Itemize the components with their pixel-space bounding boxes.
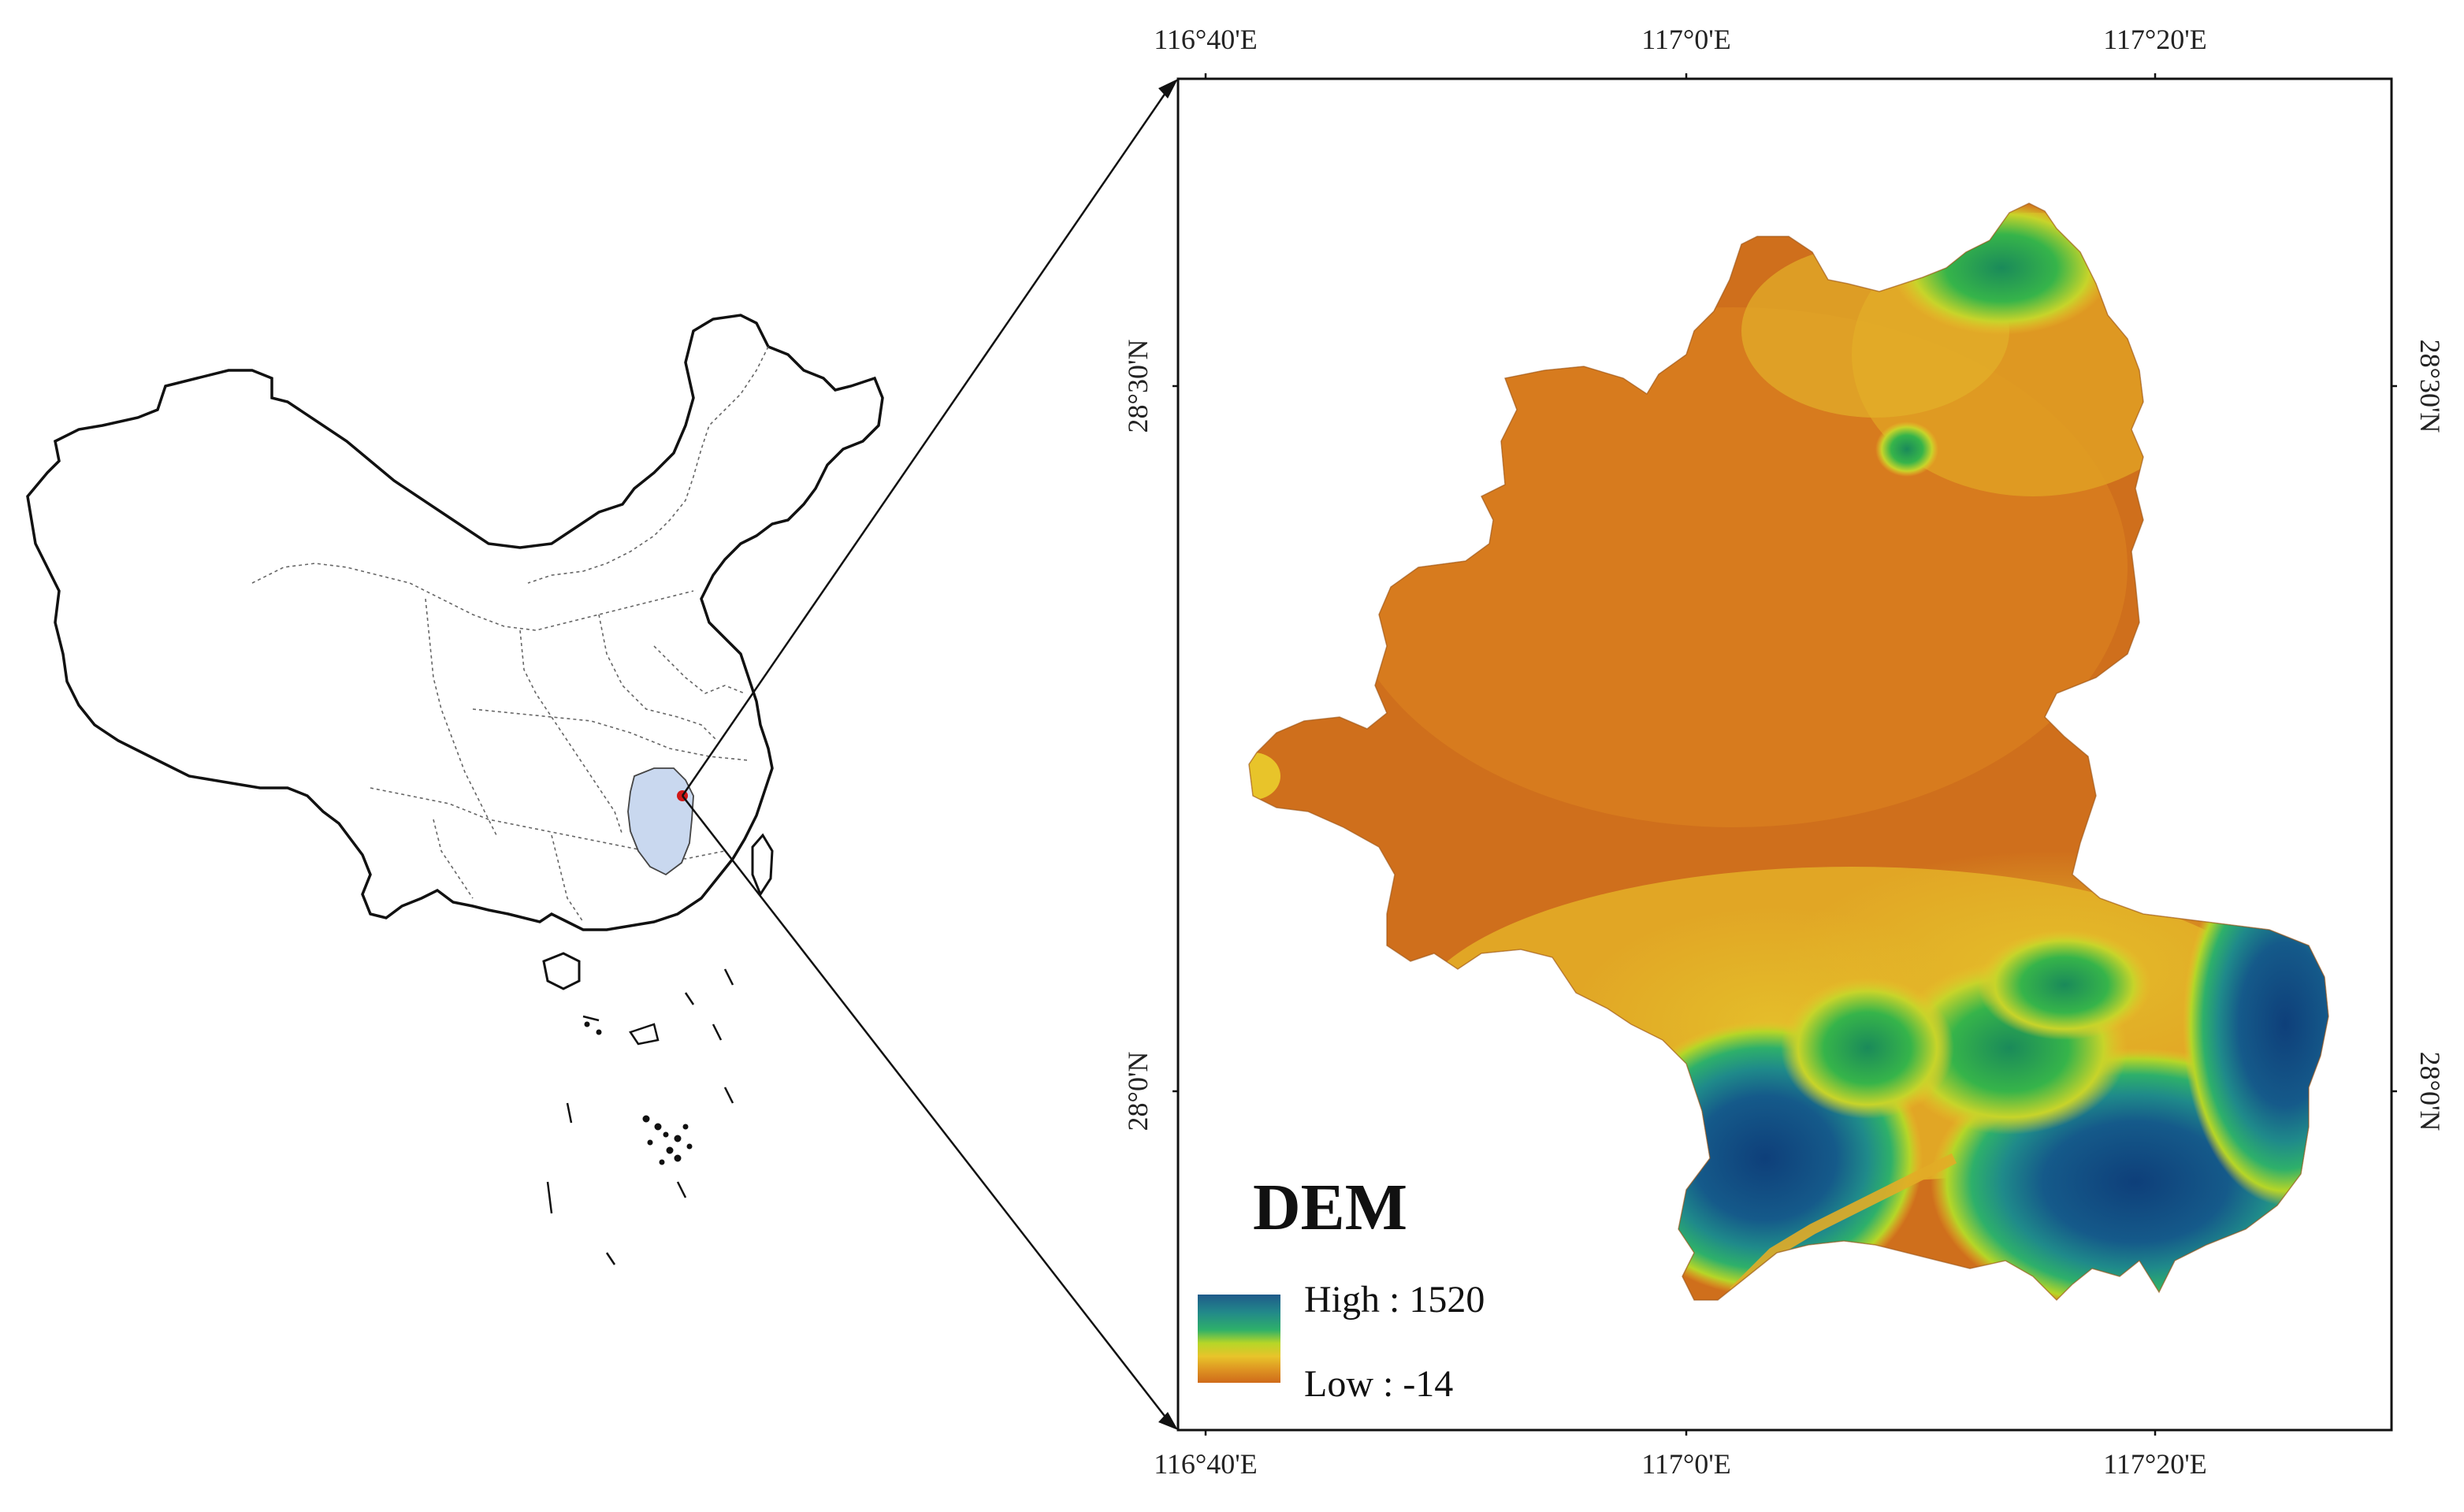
left-latitude-labels: 28°30'N 28°0'N bbox=[1122, 340, 1154, 1131]
taiwan-island bbox=[751, 833, 774, 897]
legend-high-label: High : 1520 bbox=[1304, 1279, 1485, 1321]
legend-color-ramp bbox=[1198, 1295, 1280, 1383]
china-inset-map bbox=[26, 314, 884, 1265]
china-outline bbox=[26, 314, 884, 931]
top-lon-label: 117°20'E bbox=[2103, 24, 2207, 55]
dem-map-frame: DEM High : 1520 Low : -14 bbox=[1173, 73, 2397, 1436]
study-area-boundary bbox=[1248, 202, 2329, 1302]
dem-legend: DEM High : 1520 Low : -14 bbox=[1198, 1171, 1485, 1405]
right-lat-label: 28°0'N bbox=[2414, 1052, 2446, 1131]
bottom-lon-label: 117°0'E bbox=[1641, 1448, 1731, 1480]
right-lat-label: 28°30'N bbox=[2414, 340, 2446, 433]
legend-title: DEM bbox=[1253, 1171, 1407, 1244]
hainan-island bbox=[542, 952, 581, 990]
high-elevation-southeast bbox=[2183, 843, 2328, 1206]
top-lon-label: 116°40'E bbox=[1154, 24, 1258, 55]
legend-low-label: Low : -14 bbox=[1304, 1363, 1453, 1405]
leader-line-top bbox=[681, 82, 1174, 797]
south-china-sea-islands bbox=[546, 968, 734, 1265]
left-lat-label: 28°0'N bbox=[1122, 1052, 1154, 1131]
right-latitude-labels: 28°30'N 28°0'N bbox=[2414, 340, 2446, 1131]
leader-arrow-bottom bbox=[1158, 1412, 1178, 1430]
bottom-longitude-labels: 116°40'E 117°0'E 117°20'E bbox=[1154, 1448, 2207, 1480]
top-lon-label: 117°0'E bbox=[1641, 24, 1731, 55]
jiangxi-province bbox=[627, 767, 694, 876]
top-longitude-labels: 116°40'E 117°0'E 117°20'E bbox=[1154, 24, 2207, 55]
bottom-lon-label: 116°40'E bbox=[1154, 1448, 1258, 1480]
left-lat-label: 28°30'N bbox=[1122, 340, 1154, 433]
leader-line-bottom bbox=[682, 795, 1173, 1427]
bottom-lon-label: 117°20'E bbox=[2103, 1448, 2207, 1480]
leader-arrow-top bbox=[1158, 79, 1178, 98]
